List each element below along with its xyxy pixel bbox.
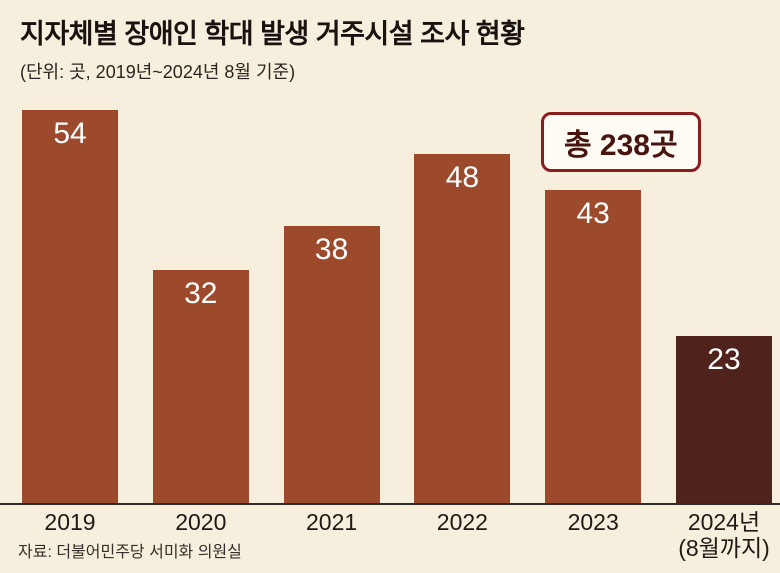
bar-column-2020: 32 — [152, 110, 249, 503]
x-axis-labels: 2019 2020 2021 2022 2023 2024년 (8월까지) — [0, 509, 780, 562]
x-axis-label-2024: 2024년 (8월까지) — [678, 509, 770, 562]
bar-value-label: 43 — [576, 197, 610, 230]
bar-value-label: 48 — [445, 161, 480, 194]
bar: 23 — [675, 336, 772, 503]
bar: 38 — [283, 226, 380, 503]
bar: 54 — [22, 110, 118, 503]
bar-column-2019: 54 — [22, 110, 118, 503]
x-axis-label-2020: 2020 — [175, 509, 227, 535]
page-title: 지자체별 장애인 학대 발생 거주시설 조사 현황 — [20, 19, 525, 49]
bar-value-label: 54 — [53, 117, 87, 150]
bar: 48 — [414, 154, 511, 503]
source-credit: 자료: 더불어민주당 서미화 의원실 — [18, 544, 242, 561]
chart-unit-note: (단위: 곳, 2019년~2024년 8월 기준) — [20, 62, 296, 82]
bar: 43 — [545, 190, 642, 503]
x-axis-label-2022: 2022 — [436, 509, 488, 535]
bar-value-label: 23 — [707, 343, 741, 376]
bar-column-2023: 43 — [545, 110, 642, 503]
x-axis-label-2021: 2021 — [306, 509, 358, 535]
bar-column-2021: 38 — [283, 110, 380, 503]
bar: 32 — [152, 270, 249, 503]
bar-value-label: 38 — [314, 233, 349, 266]
bar-value-label: 32 — [184, 277, 218, 310]
bar-column-2024: 23 — [675, 110, 772, 503]
bar-column-2022: 48 — [414, 110, 511, 503]
x-axis-label-2023: 2023 — [567, 509, 619, 535]
bar-chart: 54 32 38 48 43 23 — [0, 110, 780, 505]
total-count-badge: 총 238곳 — [541, 112, 701, 172]
x-axis-label-2019: 2019 — [44, 509, 96, 535]
